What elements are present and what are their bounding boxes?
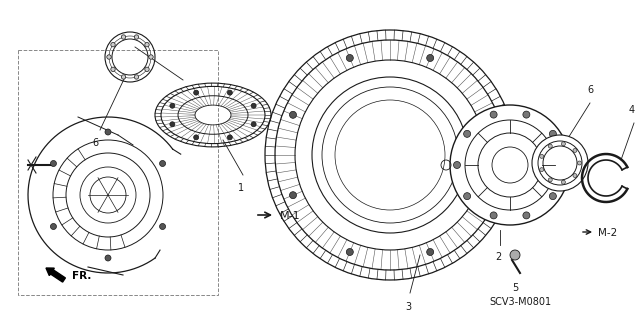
Circle shape	[289, 111, 296, 118]
Circle shape	[549, 193, 556, 200]
Circle shape	[548, 178, 552, 182]
Circle shape	[483, 192, 490, 199]
Text: FR.: FR.	[72, 271, 92, 281]
Circle shape	[573, 148, 577, 152]
Circle shape	[532, 135, 588, 191]
Circle shape	[105, 255, 111, 261]
FancyArrow shape	[46, 268, 65, 282]
Circle shape	[111, 67, 115, 72]
Circle shape	[122, 35, 125, 39]
Circle shape	[145, 67, 149, 72]
Text: 6: 6	[587, 85, 593, 95]
Text: M-2: M-2	[598, 228, 617, 238]
Circle shape	[159, 161, 166, 166]
Circle shape	[251, 103, 256, 108]
Circle shape	[559, 162, 566, 169]
Circle shape	[251, 122, 256, 127]
Circle shape	[454, 162, 461, 169]
Circle shape	[122, 75, 125, 79]
Circle shape	[540, 154, 543, 158]
Circle shape	[346, 54, 353, 61]
Text: 6: 6	[92, 138, 98, 148]
Circle shape	[227, 135, 232, 140]
Circle shape	[463, 130, 470, 137]
Circle shape	[51, 161, 56, 166]
Circle shape	[134, 35, 139, 39]
Circle shape	[427, 249, 434, 255]
Circle shape	[510, 250, 520, 260]
Circle shape	[145, 43, 149, 47]
Circle shape	[490, 212, 497, 219]
Circle shape	[134, 75, 139, 79]
Bar	[18, 50, 218, 295]
Circle shape	[490, 111, 497, 118]
Circle shape	[427, 54, 434, 61]
Circle shape	[194, 90, 198, 95]
Text: 1: 1	[238, 183, 244, 193]
Circle shape	[561, 142, 565, 146]
Circle shape	[194, 135, 198, 140]
Text: 5: 5	[512, 283, 518, 293]
Text: 3: 3	[405, 302, 411, 312]
Text: 2: 2	[495, 252, 501, 262]
Circle shape	[289, 192, 296, 199]
Circle shape	[577, 161, 582, 165]
Circle shape	[483, 111, 490, 118]
Circle shape	[561, 180, 565, 184]
Text: M-1: M-1	[280, 211, 301, 221]
Text: SCV3-M0801: SCV3-M0801	[489, 297, 551, 307]
Circle shape	[312, 77, 468, 233]
Circle shape	[346, 249, 353, 255]
Circle shape	[159, 223, 166, 229]
Circle shape	[51, 223, 56, 229]
Circle shape	[523, 212, 530, 219]
Circle shape	[523, 111, 530, 118]
Circle shape	[549, 130, 556, 137]
Circle shape	[170, 122, 175, 127]
Text: 4: 4	[629, 105, 635, 115]
Circle shape	[105, 129, 111, 135]
Circle shape	[450, 105, 570, 225]
Circle shape	[227, 90, 232, 95]
Circle shape	[149, 55, 153, 59]
Circle shape	[107, 55, 111, 59]
Circle shape	[548, 144, 552, 148]
Circle shape	[540, 168, 543, 172]
Bar	[442, 159, 450, 171]
Circle shape	[463, 193, 470, 200]
Circle shape	[573, 173, 577, 178]
Circle shape	[111, 43, 115, 47]
Circle shape	[170, 103, 175, 108]
